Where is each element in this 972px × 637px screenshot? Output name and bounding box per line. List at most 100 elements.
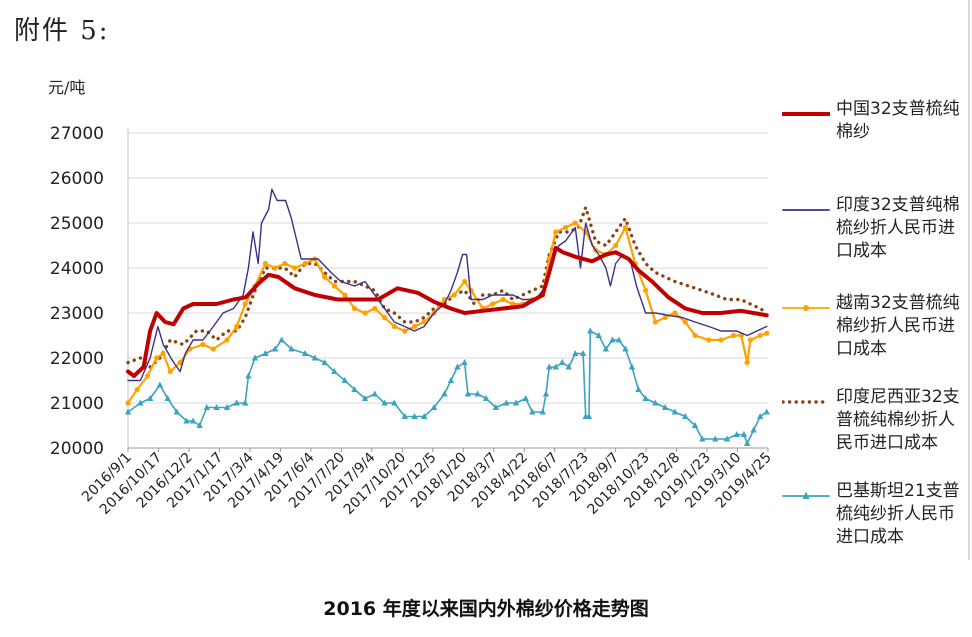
pakistan-data-point bbox=[529, 408, 536, 415]
vietnam-data-point bbox=[272, 265, 278, 271]
pakistan-data-point bbox=[146, 395, 154, 401]
pakistan-data-point bbox=[401, 413, 408, 419]
pakistan-data-point bbox=[671, 408, 679, 415]
y-tick-label: 27000 bbox=[50, 124, 104, 144]
vietnam-data-point bbox=[262, 260, 268, 267]
vietnam-data-point bbox=[421, 319, 427, 325]
vietnam-data-point bbox=[451, 292, 457, 298]
vietnam-data-point bbox=[706, 337, 712, 343]
line-chart: 元/吨 20000 21000 22000 23000 24000 25000 26000 27… bbox=[48, 78, 775, 518]
pakistan-data-point bbox=[691, 422, 699, 428]
pakistan-data-point bbox=[723, 435, 731, 442]
vietnam-data-point bbox=[282, 260, 288, 267]
attachment-label: 附件 5: bbox=[14, 16, 110, 46]
pakistan-data-point bbox=[271, 345, 279, 352]
pakistan-data-point bbox=[421, 413, 428, 419]
pakistan-data-point bbox=[572, 350, 579, 356]
pakistan-data-point bbox=[464, 390, 472, 397]
vietnam-data-point bbox=[167, 368, 173, 375]
china-32s-line bbox=[126, 245, 769, 378]
legend-swatch bbox=[782, 112, 830, 116]
pakistan-data-point bbox=[321, 359, 328, 365]
pakistan-data-point bbox=[183, 417, 190, 424]
pakistan-data-point bbox=[492, 404, 500, 410]
vietnam-data-point bbox=[210, 346, 216, 352]
vietnam-data-point bbox=[764, 330, 770, 336]
vietnam-data-point bbox=[622, 224, 629, 231]
pakistan-data-point bbox=[559, 359, 566, 365]
vietnam-data-point bbox=[292, 265, 298, 271]
legend-label: 中国32支普梳纯棉纱 bbox=[836, 99, 960, 142]
pakistan-data-point bbox=[699, 435, 706, 442]
legend-swatch bbox=[782, 400, 830, 404]
pakistan-data-point bbox=[652, 399, 659, 406]
pakistan-data-point bbox=[213, 404, 220, 410]
vietnam-data-point bbox=[642, 287, 649, 294]
vietnam-data-point bbox=[613, 242, 619, 249]
legend-swatch bbox=[782, 209, 830, 211]
vietnam-data-point bbox=[652, 319, 658, 325]
legend-label: 越南32支普梳纯棉纱折人民币进口成本 bbox=[836, 293, 960, 359]
pakistan-data-point bbox=[411, 413, 418, 419]
legend-swatch bbox=[782, 305, 830, 311]
pakistan-data-point bbox=[223, 404, 231, 410]
pakistan-data-point bbox=[361, 395, 369, 401]
pakistan-data-point bbox=[371, 390, 378, 397]
pakistan-data-point bbox=[628, 363, 636, 370]
pakistan-data-point bbox=[682, 413, 689, 419]
pakistan-data-point bbox=[602, 345, 610, 352]
vietnam-data-point bbox=[572, 220, 578, 226]
pakistan-data-point bbox=[245, 372, 252, 379]
pakistan-data-point bbox=[331, 368, 338, 374]
vietnam-data-point bbox=[682, 319, 688, 325]
pakistan-data-point bbox=[740, 431, 748, 437]
vietnam-data-point bbox=[362, 310, 368, 316]
pakistan-data-point bbox=[288, 345, 295, 352]
pakistan-data-point bbox=[712, 435, 719, 442]
pakistan-data-point bbox=[351, 386, 358, 392]
y-tick-label: 20000 bbox=[50, 439, 104, 459]
y-tick-label: 22000 bbox=[50, 349, 104, 369]
vietnam-data-point bbox=[160, 350, 166, 357]
vietnam-data-point bbox=[134, 386, 140, 393]
pakistan-data-point bbox=[595, 332, 602, 338]
pakistan-data-point bbox=[241, 399, 249, 406]
pakistan-data-point bbox=[391, 399, 398, 406]
pakistan-data-point bbox=[539, 408, 546, 415]
vietnam-data-point bbox=[489, 301, 496, 307]
pakistan-data-point bbox=[381, 399, 388, 406]
y-tick-label: 24000 bbox=[50, 259, 104, 279]
pakistan-data-point bbox=[173, 408, 181, 415]
vietnam-data-point bbox=[468, 287, 474, 294]
legend-label: 印度尼西亚32支普梳纯棉纱折人民币进口成本 bbox=[836, 387, 960, 453]
legend-label: 巴基斯坦21支普梳纯纱折人民币进口成本 bbox=[836, 481, 960, 547]
y-tick-label: 23000 bbox=[50, 304, 104, 324]
vietnam-data-point bbox=[662, 314, 668, 321]
pakistan-data-point bbox=[579, 350, 587, 356]
pakistan-data-point bbox=[542, 390, 550, 397]
pakistan-data-point bbox=[262, 350, 269, 356]
pakistan-data-point bbox=[301, 350, 309, 356]
pakistan-data-point bbox=[522, 395, 530, 401]
indonesia-32s-line bbox=[126, 205, 769, 369]
y-axis-unit-label: 元/吨 bbox=[48, 78, 85, 97]
pakistan-data-point bbox=[615, 336, 623, 343]
vietnam-data-point bbox=[372, 305, 378, 312]
frame-border bbox=[968, 0, 970, 560]
vietnam-data-point bbox=[144, 373, 151, 379]
pakistan-data-point bbox=[756, 413, 764, 419]
vietnam-data-point bbox=[757, 332, 763, 339]
pakistan-data-point bbox=[461, 359, 468, 365]
y-tick-label: 25000 bbox=[50, 214, 104, 234]
pakistan-data-point bbox=[635, 386, 642, 392]
y-tick-label: 26000 bbox=[50, 169, 104, 189]
vietnam-data-point bbox=[391, 323, 397, 330]
vietnam-data-point bbox=[744, 359, 750, 366]
pakistan-data-point bbox=[750, 426, 757, 433]
vietnam-data-point bbox=[154, 355, 160, 361]
pakistan-data-point bbox=[474, 390, 481, 397]
vietnam-data-point bbox=[224, 337, 230, 343]
vietnam-data-point bbox=[242, 301, 248, 307]
vietnam-data-point bbox=[730, 332, 737, 339]
vietnam-data-point bbox=[381, 314, 388, 321]
